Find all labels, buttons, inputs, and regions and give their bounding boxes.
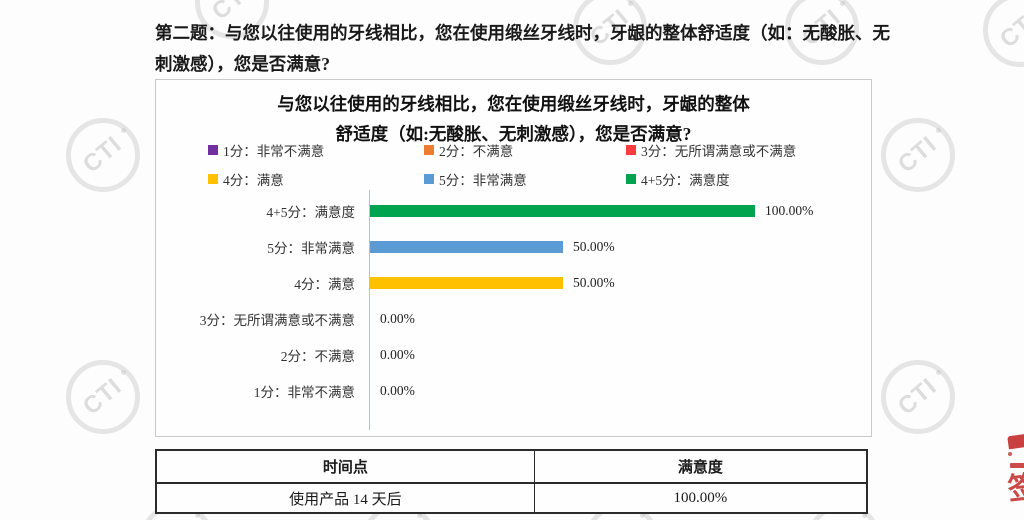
chart-title: 与您以往使用的牙线相比，您在使用缎丝牙线时，牙龈的整体 舒适度（如:无酸胀、无刺… bbox=[156, 89, 871, 149]
legend-label: 5分：非常满意 bbox=[439, 173, 527, 188]
cti-watermark-text: CTI bbox=[893, 372, 943, 421]
legend-swatch-icon bbox=[208, 174, 218, 184]
bar-category-label: 4分：满意 bbox=[294, 277, 355, 292]
bar-satisfied bbox=[370, 277, 563, 289]
seal-character: 签 bbox=[1006, 470, 1024, 507]
legend-label: 4分：满意 bbox=[223, 173, 284, 188]
legend-item: 5分：非常满意 bbox=[424, 169, 626, 189]
cti-watermark-text: CTI bbox=[78, 130, 128, 179]
chart-title-line2: 舒适度（如:无酸胀、无刺激感），您是否满意? bbox=[335, 124, 692, 144]
seal-blob-shape bbox=[1007, 433, 1024, 450]
bar-row: 2分：不满意 0.00% bbox=[156, 338, 871, 372]
chart-title-line1: 与您以往使用的牙线相比，您在使用缎丝牙线时，牙龈的整体 bbox=[277, 94, 750, 114]
cti-watermark: CTI bbox=[881, 118, 955, 192]
bar-category-label: 2分：不满意 bbox=[280, 349, 355, 364]
bar-value-label: 0.00% bbox=[380, 311, 415, 326]
bar-value-label: 100.00% bbox=[765, 203, 814, 218]
legend-item: 1分：非常不满意 bbox=[208, 140, 424, 160]
bar-very-satisfied bbox=[370, 241, 563, 253]
table-cell-satisfaction: 100.00% bbox=[533, 482, 868, 514]
cti-watermark: CTI bbox=[66, 360, 140, 434]
legend-item: 3分：无所谓满意或不满意 bbox=[626, 140, 796, 160]
legend-swatch-icon bbox=[424, 174, 434, 184]
cti-watermark: CTI bbox=[573, 0, 647, 65]
bar-value-label: 50.00% bbox=[573, 275, 615, 290]
bar-category-label: 4+5分：满意度 bbox=[266, 205, 355, 220]
table-cell-timepoint: 使用产品 14 天后 bbox=[155, 482, 535, 514]
legend-label: 4+5分：满意度 bbox=[641, 173, 730, 188]
seal-dot-shape bbox=[1008, 452, 1012, 456]
table-header-row: 时间点 满意度 bbox=[155, 449, 868, 484]
bar-category-label: 3分：无所谓满意或不满意 bbox=[199, 313, 355, 328]
cti-watermark: CTI bbox=[881, 360, 955, 434]
legend-item: 4分：满意 bbox=[208, 169, 424, 189]
table-row: 使用产品 14 天后 100.00% bbox=[155, 482, 868, 514]
y-axis-line bbox=[369, 190, 370, 430]
legend-label: 2分：不满意 bbox=[439, 144, 514, 159]
legend-label: 1分：非常不满意 bbox=[223, 144, 325, 159]
bar-category-label: 1分：非常不满意 bbox=[253, 385, 355, 400]
satisfaction-summary-table: 时间点 满意度 使用产品 14 天后 100.00% bbox=[155, 449, 868, 514]
legend-label: 3分：无所谓满意或不满意 bbox=[641, 144, 797, 159]
bar-row: 3分：无所谓满意或不满意 0.00% bbox=[156, 302, 871, 336]
cti-watermark-text: CTI bbox=[893, 130, 943, 179]
legend-item: 4+5分：满意度 bbox=[626, 169, 796, 189]
bar-total-satisfaction bbox=[370, 205, 755, 217]
cti-watermark: CTI bbox=[785, 0, 859, 65]
table-header-satisfaction: 满意度 bbox=[533, 449, 868, 484]
seal-dash-shape bbox=[1010, 463, 1024, 468]
cti-watermark-text: CTI bbox=[597, 516, 647, 520]
legend-swatch-icon bbox=[626, 145, 636, 155]
cti-watermark-text: CTI bbox=[152, 516, 202, 520]
bar-row: 1分：非常不满意 0.00% bbox=[156, 374, 871, 408]
bar-row: 4+5分：满意度 100.00% bbox=[156, 194, 871, 228]
bar-value-label: 0.00% bbox=[380, 347, 415, 362]
legend-swatch-icon bbox=[424, 145, 434, 155]
bar-plot-area: 4+5分：满意度 100.00% 5分：非常满意 50.00% 4分：满意 50… bbox=[156, 188, 871, 436]
question-heading: 第二题：与您以往使用的牙线相比，您在使用缎丝牙线时，牙龈的整体舒适度（如：无酸胀… bbox=[155, 23, 890, 74]
bar-value-label: 50.00% bbox=[573, 239, 615, 254]
bar-value-label: 0.00% bbox=[380, 383, 415, 398]
legend-swatch-icon bbox=[626, 174, 636, 184]
cti-watermark: CTI bbox=[983, 0, 1024, 67]
bar-category-label: 5分：非常满意 bbox=[267, 241, 355, 256]
cti-watermark-text: CTI bbox=[995, 5, 1024, 54]
cti-watermark: CTI bbox=[66, 118, 140, 192]
cti-watermark-text: CTI bbox=[78, 372, 128, 421]
chart-legend: 1分：非常不满意 2分：不满意 3分：无所谓满意或不满意 4分：满意 5分：非常… bbox=[208, 140, 796, 189]
legend-swatch-icon bbox=[208, 145, 218, 155]
bar-row: 4分：满意 50.00% bbox=[156, 266, 871, 300]
legend-item: 2分：不满意 bbox=[424, 140, 626, 160]
cti-watermark-text: CTI bbox=[819, 516, 869, 520]
bar-row: 5分：非常满意 50.00% bbox=[156, 230, 871, 264]
chart-panel: 与您以往使用的牙线相比，您在使用缎丝牙线时，牙龈的整体 舒适度（如:无酸胀、无刺… bbox=[155, 79, 872, 437]
red-seal-fragment: 签 bbox=[998, 425, 1024, 520]
cti-watermark-text: CTI bbox=[374, 516, 424, 520]
table-header-timepoint: 时间点 bbox=[155, 449, 535, 484]
